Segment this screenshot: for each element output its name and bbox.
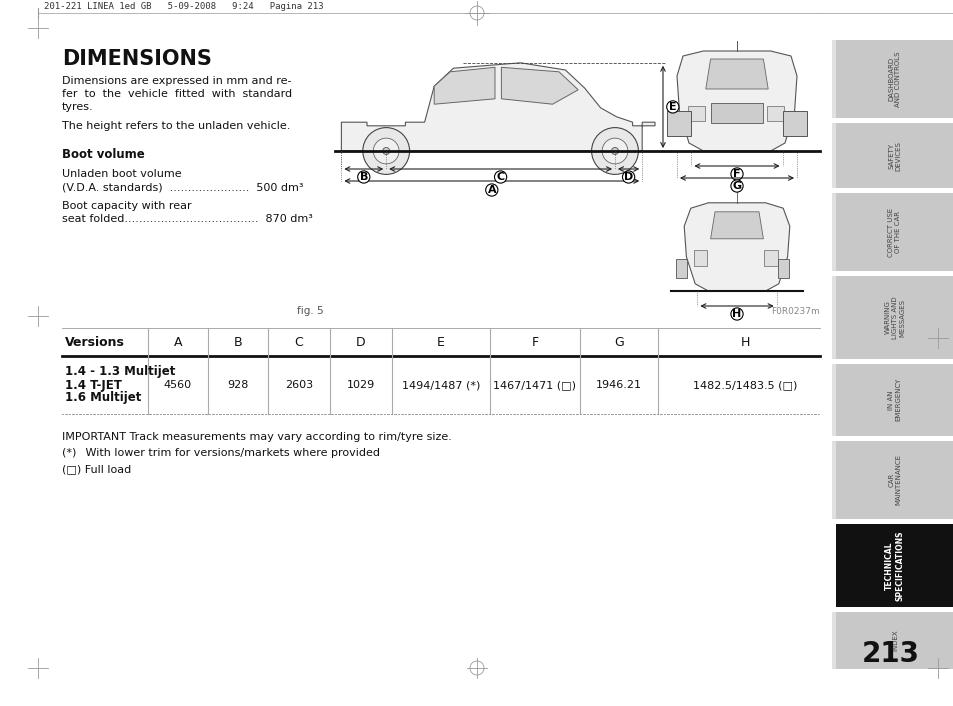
Bar <box>687 106 704 121</box>
Text: INDEX: INDEX <box>891 630 897 651</box>
Bar <box>831 124 835 188</box>
Circle shape <box>362 128 409 174</box>
Text: 213: 213 <box>862 640 919 668</box>
Bar <box>835 524 953 606</box>
Text: G: G <box>732 181 740 191</box>
Text: (V.D.A. standards)  ......................  500 dm³: (V.D.A. standards) .....................… <box>62 182 303 192</box>
Bar <box>710 103 762 123</box>
Bar <box>835 364 953 436</box>
Polygon shape <box>683 203 789 291</box>
Bar <box>831 193 835 271</box>
Polygon shape <box>710 212 762 239</box>
Bar <box>676 258 687 278</box>
Text: fig. 5: fig. 5 <box>296 306 323 316</box>
Circle shape <box>382 148 390 155</box>
Text: TECHNICAL
SPECIFICATIONS: TECHNICAL SPECIFICATIONS <box>884 530 903 601</box>
Text: 928: 928 <box>227 380 249 390</box>
Text: A: A <box>173 335 182 349</box>
Circle shape <box>611 148 618 155</box>
Text: B: B <box>233 335 242 349</box>
Text: 2603: 2603 <box>285 380 313 390</box>
Text: IMPORTANT Track measurements may vary according to rim/tyre size.: IMPORTANT Track measurements may vary ac… <box>62 432 452 442</box>
Text: seat folded.....................................  870 dm³: seat folded.............................… <box>62 214 313 224</box>
Circle shape <box>591 128 638 174</box>
Text: 1467/1471 (□): 1467/1471 (□) <box>493 380 576 390</box>
Bar <box>781 111 805 136</box>
Circle shape <box>373 138 398 164</box>
Text: DASHBOARD
AND CONTROLS: DASHBOARD AND CONTROLS <box>887 52 901 107</box>
Bar <box>835 611 953 669</box>
Bar <box>835 124 953 188</box>
Bar <box>777 258 788 278</box>
Bar <box>763 250 777 265</box>
Bar <box>835 441 953 519</box>
Text: SAFETY
DEVICES: SAFETY DEVICES <box>887 140 901 171</box>
Text: C: C <box>496 172 504 182</box>
Polygon shape <box>341 63 655 151</box>
Text: 1.4 - 1.3 Multijet: 1.4 - 1.3 Multijet <box>65 366 175 378</box>
Bar <box>667 111 691 136</box>
Text: F: F <box>733 169 740 179</box>
Bar <box>835 193 953 271</box>
Text: F: F <box>531 335 538 349</box>
Text: Versions: Versions <box>65 335 125 349</box>
Polygon shape <box>705 59 767 89</box>
Text: B: B <box>359 172 368 182</box>
Text: C: C <box>294 335 303 349</box>
Text: E: E <box>436 335 444 349</box>
Text: IN AN
EMERGENCY: IN AN EMERGENCY <box>887 378 901 421</box>
Text: Dimensions are expressed in mm and re-: Dimensions are expressed in mm and re- <box>62 76 292 86</box>
Text: The height refers to the unladen vehicle.: The height refers to the unladen vehicle… <box>62 121 290 131</box>
Text: 4560: 4560 <box>164 380 192 390</box>
Text: A: A <box>487 185 496 195</box>
Bar <box>831 40 835 119</box>
Text: tyres.: tyres. <box>62 102 93 112</box>
Text: Boot capacity with rear: Boot capacity with rear <box>62 201 192 211</box>
Text: (□) Full load: (□) Full load <box>62 464 132 474</box>
Text: 1.6 Multijet: 1.6 Multijet <box>65 392 141 405</box>
Text: 1029: 1029 <box>347 380 375 390</box>
Text: D: D <box>355 335 365 349</box>
Bar <box>831 441 835 519</box>
Text: 1494/1487 (*): 1494/1487 (*) <box>401 380 479 390</box>
Polygon shape <box>434 67 495 104</box>
Text: CAR
MAINTENANCE: CAR MAINTENANCE <box>887 455 901 505</box>
Text: DIMENSIONS: DIMENSIONS <box>62 49 212 69</box>
Text: (*)  With lower trim for versions/markets where provided: (*) With lower trim for versions/markets… <box>62 448 379 458</box>
Text: 1946.21: 1946.21 <box>596 380 641 390</box>
Text: Unladen boot volume: Unladen boot volume <box>62 169 181 179</box>
Text: E: E <box>668 102 676 112</box>
Text: WARNING
LIGHTS AND
MESSAGES: WARNING LIGHTS AND MESSAGES <box>884 297 904 339</box>
Text: 1.4 T-JET: 1.4 T-JET <box>65 378 122 392</box>
Bar <box>694 250 706 265</box>
Text: D: D <box>623 172 633 182</box>
Text: CORRECT USE
OF THE CAR: CORRECT USE OF THE CAR <box>887 208 901 257</box>
Polygon shape <box>501 67 578 104</box>
Text: Boot volume: Boot volume <box>62 148 145 161</box>
Bar <box>766 106 783 121</box>
Text: fer  to  the  vehicle  fitted  with  standard: fer to the vehicle fitted with standard <box>62 89 292 99</box>
Text: H: H <box>740 335 749 349</box>
Text: H: H <box>732 309 740 319</box>
Bar <box>835 40 953 119</box>
Text: F0R0237m: F0R0237m <box>770 307 820 316</box>
Bar <box>831 364 835 436</box>
Bar <box>831 611 835 669</box>
Text: 201-221 LINEA 1ed GB   5-09-2008   9:24   Pagina 213: 201-221 LINEA 1ed GB 5-09-2008 9:24 Pagi… <box>44 2 323 11</box>
Polygon shape <box>677 51 796 151</box>
Bar <box>831 276 835 359</box>
Text: 1482.5/1483.5 (□): 1482.5/1483.5 (□) <box>692 380 797 390</box>
Circle shape <box>601 138 627 164</box>
Text: G: G <box>614 335 623 349</box>
Bar <box>835 276 953 359</box>
